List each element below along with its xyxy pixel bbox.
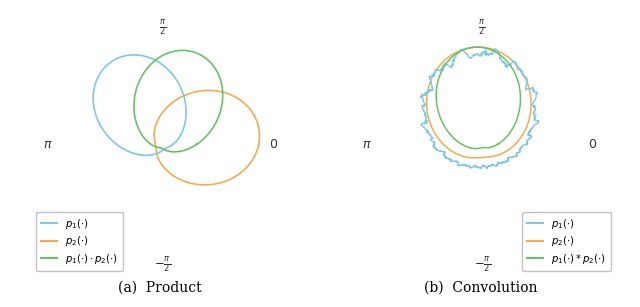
Legend: $p_1(\cdot)$, $p_2(\cdot)$, $p_1(\cdot) * p_2(\cdot)$: $p_1(\cdot)$, $p_2(\cdot)$, $p_1(\cdot) … — [522, 212, 611, 271]
Text: (a)  Product: (a) Product — [118, 281, 201, 295]
Text: $-\frac{\pi}{2}$: $-\frac{\pi}{2}$ — [474, 256, 491, 275]
Text: $\frac{\pi}{2}$: $\frac{\pi}{2}$ — [159, 19, 166, 38]
Text: $\pi$: $\pi$ — [362, 138, 372, 151]
Legend: $p_1(\cdot)$, $p_2(\cdot)$, $p_1(\cdot) \cdot p_2(\cdot)$: $p_1(\cdot)$, $p_2(\cdot)$, $p_1(\cdot) … — [36, 212, 123, 271]
Text: $-\frac{\pi}{2}$: $-\frac{\pi}{2}$ — [154, 256, 172, 275]
Text: $\frac{\pi}{2}$: $\frac{\pi}{2}$ — [479, 19, 486, 38]
Text: $0$: $0$ — [269, 138, 278, 151]
Text: $\pi$: $\pi$ — [43, 138, 52, 151]
Text: $0$: $0$ — [588, 138, 597, 151]
Text: (b)  Convolution: (b) Convolution — [424, 281, 538, 295]
